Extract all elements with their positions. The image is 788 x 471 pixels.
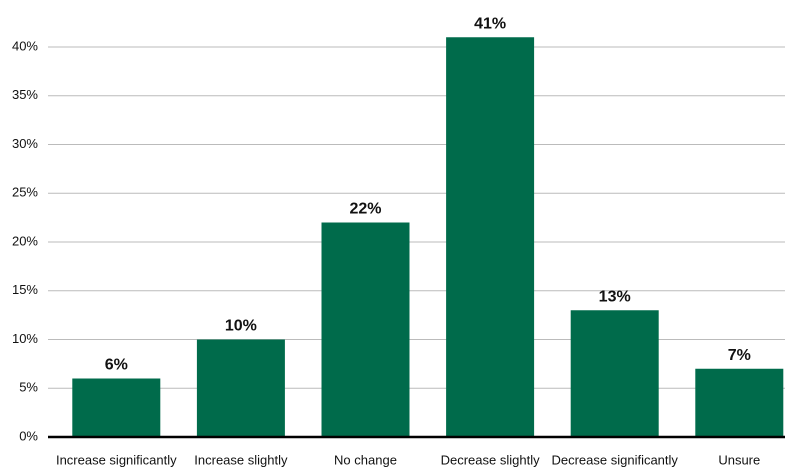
y-tick-label: 30% bbox=[12, 136, 38, 151]
value-label: 13% bbox=[599, 288, 631, 305]
value-label: 22% bbox=[349, 201, 381, 218]
y-tick-label: 15% bbox=[12, 282, 38, 297]
x-tick-label: Unsure bbox=[718, 452, 760, 467]
y-tick-label: 35% bbox=[12, 87, 38, 102]
x-tick-label: Increase significantly bbox=[56, 452, 177, 467]
y-tick-label: 40% bbox=[12, 38, 38, 53]
bar bbox=[695, 368, 784, 437]
value-label: 7% bbox=[728, 347, 751, 364]
bar bbox=[72, 378, 161, 437]
value-label: 10% bbox=[225, 318, 257, 335]
bar bbox=[570, 310, 659, 437]
y-tick-label: 20% bbox=[12, 233, 38, 248]
y-tick-label: 25% bbox=[12, 185, 38, 200]
x-tick-label: No change bbox=[334, 452, 397, 467]
value-label: 41% bbox=[474, 15, 506, 32]
bar bbox=[446, 37, 535, 437]
bar bbox=[321, 222, 410, 437]
y-tick-label: 0% bbox=[19, 428, 38, 443]
y-tick-label: 5% bbox=[19, 380, 38, 395]
x-tick-label: Decrease significantly bbox=[551, 452, 678, 467]
value-label: 6% bbox=[105, 357, 128, 374]
bar bbox=[196, 339, 285, 437]
x-tick-label: Increase slightly bbox=[194, 452, 288, 467]
x-tick-label: Decrease slightly bbox=[441, 452, 540, 467]
y-tick-label: 10% bbox=[12, 331, 38, 346]
